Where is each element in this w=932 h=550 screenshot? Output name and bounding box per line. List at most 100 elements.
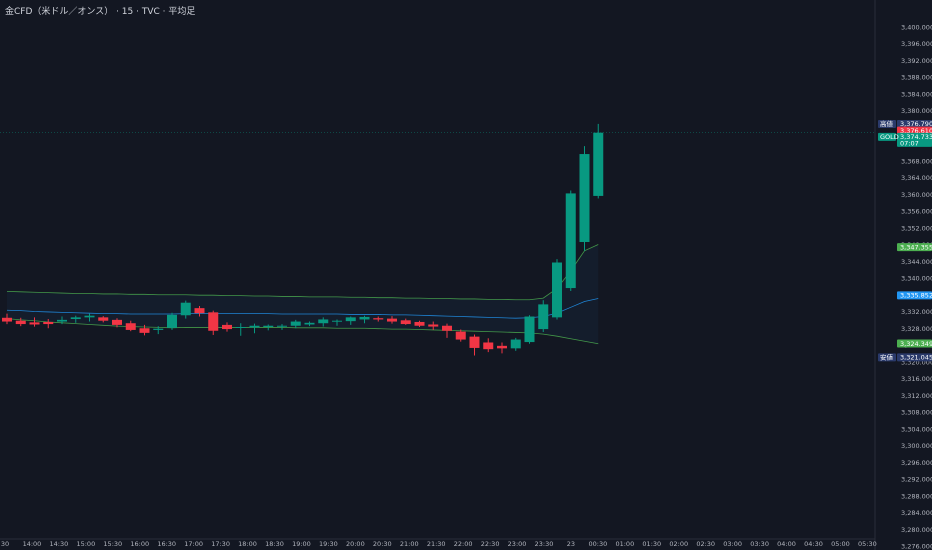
price-tag bbox=[897, 126, 932, 135]
x-tick-label: 03:30 bbox=[750, 540, 769, 548]
y-tick-label: 3,364.000 bbox=[901, 174, 932, 182]
x-tick-label: 17:30 bbox=[211, 540, 230, 548]
x-tick-label: 17:00 bbox=[184, 540, 203, 548]
x-tick-label: 04:30 bbox=[804, 540, 823, 548]
y-tick-label: 3,308.000 bbox=[901, 409, 932, 417]
candle-body bbox=[70, 317, 81, 320]
y-tick-label: 3,352.000 bbox=[901, 224, 932, 232]
candle-body bbox=[167, 314, 177, 328]
candle-body bbox=[98, 317, 109, 321]
y-tick-label: 3,328.000 bbox=[901, 325, 932, 333]
price-tag-countdown: 07:07 bbox=[900, 139, 919, 147]
y-tick-label: 3,340.000 bbox=[901, 275, 932, 283]
price-tag bbox=[897, 353, 932, 362]
y-tick-label: 3,368.000 bbox=[901, 157, 932, 165]
candle-body bbox=[524, 316, 535, 343]
x-tick-label: 21:00 bbox=[400, 540, 419, 548]
candle-body bbox=[387, 318, 397, 322]
y-tick-label: 3,288.000 bbox=[901, 492, 932, 500]
price-tag-label-bg bbox=[878, 132, 896, 141]
y-tick-label: 3,356.000 bbox=[901, 208, 932, 216]
x-tick-label: 30 bbox=[1, 540, 9, 548]
candle-body bbox=[373, 318, 384, 320]
y-tick-label: 3,300.000 bbox=[901, 442, 932, 450]
y-tick-label: 3,312.000 bbox=[901, 392, 932, 400]
price-tag-value: 3,324.349 bbox=[900, 340, 932, 348]
price-tag-value: 3,347.355 bbox=[900, 243, 932, 251]
candle-body bbox=[579, 154, 590, 242]
x-tick-label: 21:30 bbox=[427, 540, 446, 548]
candle-body bbox=[552, 262, 562, 318]
candle-body bbox=[235, 326, 246, 328]
bollinger-band-fill bbox=[7, 244, 599, 344]
x-tick-label: 02:00 bbox=[669, 540, 688, 548]
price-tag-label: GOLD bbox=[880, 133, 899, 141]
x-tick-label: 18:00 bbox=[238, 540, 257, 548]
x-tick-label: 19:30 bbox=[319, 540, 338, 548]
y-tick-label: 3,332.000 bbox=[901, 308, 932, 316]
price-tag-value: 3,374.733 bbox=[900, 133, 932, 141]
y-tick-label: 3,384.000 bbox=[901, 90, 932, 98]
candle-body bbox=[139, 328, 150, 333]
candle-body bbox=[112, 319, 122, 325]
y-tick-label: 3,392.000 bbox=[901, 57, 932, 65]
candle-body bbox=[277, 325, 287, 327]
x-tick-label: 22:30 bbox=[481, 540, 500, 548]
candle-body bbox=[428, 324, 439, 327]
candle-body bbox=[153, 328, 164, 330]
y-tick-label: 3,320.000 bbox=[901, 358, 932, 366]
candle-body bbox=[194, 308, 205, 314]
price-tag-label-bg bbox=[878, 119, 896, 128]
candle-body bbox=[15, 320, 26, 325]
chart-title: 金CFD（米ドル／オンス） · 15 · TVC · 平均足 bbox=[5, 7, 196, 17]
candle-body bbox=[455, 331, 466, 340]
y-tick-label: 3,304.000 bbox=[901, 425, 932, 433]
price-tag-value: 3,376.790 bbox=[900, 120, 932, 128]
price-tag-label-bg bbox=[878, 353, 896, 362]
x-tick-label: 04:00 bbox=[777, 540, 796, 548]
y-tick-label: 3,388.000 bbox=[901, 74, 932, 82]
x-tick-label: 03:00 bbox=[723, 540, 742, 548]
candle-body bbox=[442, 325, 452, 331]
candle-body bbox=[263, 325, 274, 327]
candle-body bbox=[483, 342, 494, 350]
price-tag-value: 3,376.610 bbox=[900, 127, 932, 135]
candle-body bbox=[497, 345, 507, 349]
price-tag bbox=[897, 243, 932, 252]
candle-body bbox=[332, 320, 342, 322]
x-tick-label: 05:00 bbox=[831, 540, 850, 548]
candle-body bbox=[29, 322, 40, 325]
candle-body bbox=[57, 319, 67, 322]
y-tick-label: 3,360.000 bbox=[901, 191, 932, 199]
x-tick-label: 15:00 bbox=[76, 540, 95, 548]
y-tick-label: 3,316.000 bbox=[901, 375, 932, 383]
candle-body bbox=[593, 132, 604, 196]
candle-body bbox=[222, 324, 232, 330]
y-tick-label: 3,296.000 bbox=[901, 459, 932, 467]
candle-body bbox=[249, 325, 260, 328]
x-tick-label: 18:30 bbox=[265, 540, 284, 548]
price-tag bbox=[897, 291, 932, 300]
candle-body bbox=[2, 317, 12, 322]
candle-body bbox=[565, 193, 576, 289]
x-tick-label: 00:30 bbox=[589, 540, 608, 548]
price-tag bbox=[897, 132, 932, 147]
x-tick-label: 23:30 bbox=[535, 540, 554, 548]
y-tick-label: 3,344.000 bbox=[901, 258, 932, 266]
x-tick-label: 01:00 bbox=[615, 540, 634, 548]
candle-body bbox=[43, 321, 54, 325]
candle-body bbox=[359, 316, 370, 320]
candle-body bbox=[290, 321, 301, 326]
y-tick-label: 3,284.000 bbox=[901, 509, 932, 517]
candle-body bbox=[125, 323, 136, 330]
candle-body bbox=[208, 312, 219, 331]
price-tag-value: 3,335.852 bbox=[900, 292, 932, 300]
candle-body bbox=[510, 339, 521, 349]
price-tag-label: 安値 bbox=[880, 353, 894, 362]
x-tick-label: 05:30 bbox=[858, 540, 877, 548]
x-tick-label: 16:00 bbox=[130, 540, 149, 548]
x-tick-label: 14:30 bbox=[50, 540, 69, 548]
x-tick-label: 02:30 bbox=[696, 540, 715, 548]
candle-body bbox=[414, 321, 425, 326]
